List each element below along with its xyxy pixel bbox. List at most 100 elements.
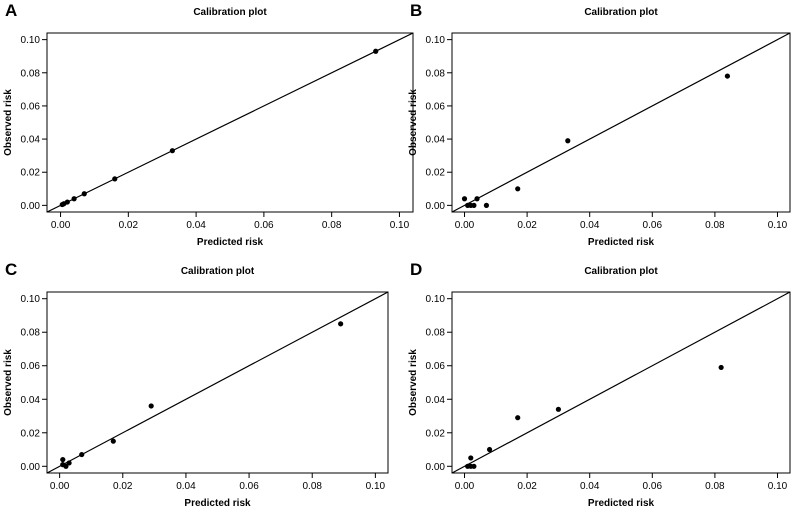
x-tick-label: 0.02 xyxy=(517,481,537,492)
data-point xyxy=(515,186,521,192)
data-point xyxy=(110,438,116,444)
y-tick-label: 0.10 xyxy=(426,294,446,305)
y-tick-label: 0.02 xyxy=(426,168,446,179)
reference-line xyxy=(452,33,790,212)
data-point xyxy=(471,463,477,469)
data-point xyxy=(515,415,521,421)
x-tick-label: 0.00 xyxy=(455,220,475,231)
data-point xyxy=(60,456,66,463)
reference-line xyxy=(47,33,413,212)
y-tick-label: 0.10 xyxy=(21,294,41,305)
y-axis-label: Observed risk xyxy=(3,349,14,416)
x-tick-label: 0.02 xyxy=(517,220,537,231)
y-tick-label: 0.06 xyxy=(21,101,41,112)
x-tick-label: 0.10 xyxy=(768,481,788,492)
data-point xyxy=(565,138,571,144)
y-tick-label: 0.02 xyxy=(426,428,446,439)
panel-label: D xyxy=(410,260,422,279)
data-point xyxy=(483,202,490,208)
y-tick-label: 0.08 xyxy=(426,68,446,79)
panel-label: B xyxy=(410,1,422,20)
y-tick-label: 0.06 xyxy=(426,101,446,112)
x-tick-label: 0.00 xyxy=(51,220,71,231)
data-point xyxy=(474,196,480,202)
data-point xyxy=(112,176,118,182)
data-point xyxy=(79,451,85,458)
data-point xyxy=(461,196,468,202)
data-point xyxy=(71,196,77,202)
y-tick-label: 0.02 xyxy=(21,428,41,439)
x-axis-label: Predicted risk xyxy=(197,237,264,248)
x-tick-label: 0.06 xyxy=(239,481,259,492)
y-tick-label: 0.00 xyxy=(426,462,446,473)
x-axis-label: Predicted risk xyxy=(184,498,251,509)
y-tick-label: 0.04 xyxy=(21,395,41,406)
y-tick-label: 0.04 xyxy=(21,135,41,146)
x-tick-label: 0.08 xyxy=(705,481,725,492)
plot-title: Calibration plot xyxy=(584,266,658,277)
x-tick-label: 0.10 xyxy=(768,220,788,231)
x-tick-label: 0.10 xyxy=(366,481,386,492)
data-point xyxy=(81,191,87,197)
x-tick-label: 0.02 xyxy=(113,481,133,492)
data-point xyxy=(718,364,724,371)
data-point xyxy=(66,460,72,466)
data-point xyxy=(486,446,493,453)
y-tick-label: 0.00 xyxy=(426,201,446,212)
y-axis-label: Observed risk xyxy=(408,89,419,156)
plot-title: Calibration plot xyxy=(181,266,255,277)
data-point xyxy=(169,148,175,154)
y-tick-label: 0.10 xyxy=(21,35,41,46)
panel-d: D Calibration plot 0.00 0.02 0.04 0.06 0.08 0.1… xyxy=(408,260,791,509)
data-point xyxy=(555,406,562,412)
x-tick-label: 0.04 xyxy=(580,481,600,492)
data-point xyxy=(64,199,70,205)
panel-a: A Calibration plot 0.00 0.02 0.04 0.06 0.08 0.1… xyxy=(3,1,414,248)
y-axis-label: Observed risk xyxy=(3,89,14,156)
x-tick-label: 0.08 xyxy=(302,481,322,492)
x-tick-label: 0.04 xyxy=(176,481,196,492)
plot-title: Calibration plot xyxy=(584,7,658,18)
reference-line xyxy=(452,292,790,473)
plot-title: Calibration plot xyxy=(193,7,267,18)
y-tick-label: 0.00 xyxy=(21,462,41,473)
x-tick-label: 0.08 xyxy=(705,220,725,231)
x-tick-label: 0.02 xyxy=(119,220,139,231)
y-tick-label: 0.04 xyxy=(426,135,446,146)
y-tick-label: 0.08 xyxy=(21,68,41,79)
y-axis-label: Observed risk xyxy=(408,349,419,416)
x-tick-label: 0.00 xyxy=(455,481,475,492)
panel-label: C xyxy=(5,260,17,279)
data-point xyxy=(471,202,477,208)
data-point xyxy=(373,48,379,54)
y-tick-label: 0.08 xyxy=(426,328,446,339)
y-tick-label: 0.04 xyxy=(426,395,446,406)
x-tick-label: 0.00 xyxy=(50,481,70,492)
panel-b: B Calibration plot 0.00 0.02 0.04 0.06 0.08 0.1… xyxy=(408,1,791,248)
y-tick-label: 0.06 xyxy=(426,361,446,372)
y-tick-label: 0.10 xyxy=(426,35,446,46)
y-tick-label: 0.08 xyxy=(21,328,41,339)
x-tick-label: 0.08 xyxy=(322,220,342,231)
reference-line xyxy=(47,292,388,473)
data-point xyxy=(148,403,154,409)
x-tick-label: 0.04 xyxy=(186,220,206,231)
x-tick-label: 0.10 xyxy=(390,220,410,231)
y-tick-label: 0.00 xyxy=(21,201,41,212)
data-point xyxy=(724,73,731,79)
panel-c: C Calibration plot 0.00 0.02 0.04 0.06 0.08 0.1… xyxy=(3,260,389,509)
x-tick-label: 0.06 xyxy=(643,481,663,492)
x-axis-label: Predicted risk xyxy=(588,498,655,509)
data-point xyxy=(338,321,344,327)
panel-label: A xyxy=(5,1,17,20)
y-tick-label: 0.06 xyxy=(21,361,41,372)
x-tick-label: 0.04 xyxy=(580,220,600,231)
y-tick-label: 0.02 xyxy=(21,168,41,179)
data-point xyxy=(468,455,474,461)
x-axis-label: Predicted risk xyxy=(588,237,655,248)
data-point xyxy=(63,463,69,469)
x-tick-label: 0.06 xyxy=(254,220,274,231)
x-tick-label: 0.06 xyxy=(643,220,663,231)
